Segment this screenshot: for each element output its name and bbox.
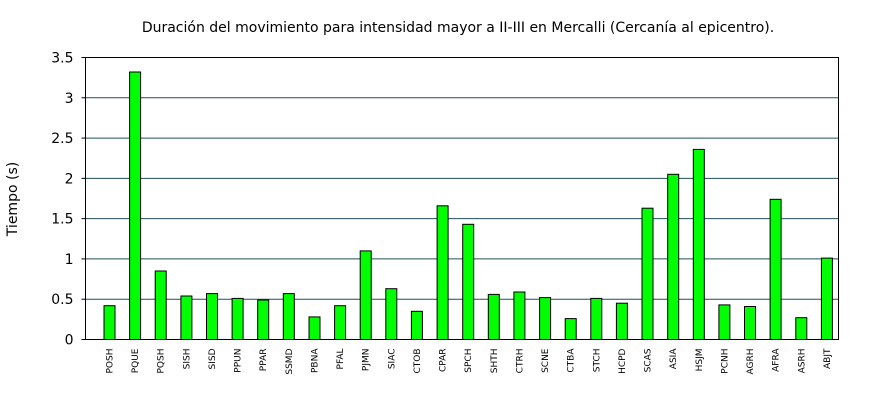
x-tick-label: HCPD (618, 348, 628, 373)
y-tick-label: 2.5 (51, 131, 73, 147)
y-axis-label: Tiempo (s) (5, 162, 21, 237)
bar-abjt (820, 257, 833, 341)
bar-pqsh (154, 270, 167, 340)
bar-ppar (257, 299, 270, 340)
x-tick-label: SHTH (490, 349, 500, 374)
x-tick-label: PBNA (311, 348, 321, 373)
x-tick-label: ASRH (797, 349, 807, 374)
chart-title: Duración del movimiento para intensidad … (142, 20, 774, 36)
bar-shth (487, 293, 500, 340)
x-tick-labels: POSH PQUE PQSH SISH SISD PPUN PPAR SSMD PBNA PFAL… (106, 348, 833, 375)
bar-ctob (410, 310, 423, 340)
x-tick-label: HSJM (695, 349, 705, 372)
bar-asia (667, 173, 680, 340)
bar-ssmd (282, 293, 295, 341)
plot-frame (85, 57, 839, 340)
x-tick-label: CTBA (567, 348, 577, 373)
x-tick-label: SISH (182, 349, 192, 370)
x-tick-label: PPAR (259, 349, 269, 372)
bar-hsjm (692, 148, 705, 340)
bar-spch (462, 223, 475, 340)
x-tick-label: ABJT (823, 348, 833, 369)
bar-asrh (795, 317, 808, 341)
x-tick-label: PPUN (234, 349, 244, 373)
y-tick-label: 1 (65, 252, 74, 268)
bars (103, 71, 833, 341)
bar-pjmn (359, 250, 372, 340)
bar-agrh (744, 306, 756, 340)
x-tick-label: SPCH (464, 349, 474, 373)
x-tick-label: CPAR (439, 349, 449, 373)
x-tick-label: AGRH (746, 349, 756, 375)
x-tick-label: PFAL (336, 349, 346, 370)
bar-pbna (308, 316, 321, 340)
bar-sisd (206, 293, 218, 341)
bar-ppun (231, 297, 244, 340)
x-tick-label: SCNE (541, 348, 551, 373)
bar-posh (103, 305, 116, 341)
x-tick-label: AFRA (772, 348, 782, 372)
bar-pfal (334, 305, 347, 341)
y-tick-label: 2 (65, 171, 74, 187)
grid-lines (85, 97, 839, 300)
x-tick-label: STCH (592, 349, 602, 373)
x-tick-label: SIAC (387, 349, 397, 370)
y-tick-label: 0.5 (51, 292, 73, 308)
x-tick-label: PCNH (720, 349, 730, 374)
bar-pque (129, 71, 142, 340)
x-tick-label: SCAS (644, 348, 654, 372)
bar-ctrh (513, 291, 526, 340)
bar-hcpd (615, 302, 628, 341)
y-tick-label: 0 (65, 333, 74, 349)
x-tick-label: ASIA (669, 348, 679, 370)
y-tick-label: 3.5 (51, 51, 73, 67)
x-tick-label: CTRH (515, 349, 525, 374)
bar-ctba (564, 318, 577, 341)
y-tick-label: 1.5 (51, 212, 73, 228)
bar-scne (539, 297, 552, 341)
y-tick-labels: 0 0.5 1 1.5 2 2.5 3 3.5 (51, 51, 86, 349)
bar-pcnh (718, 304, 731, 340)
bar-siac (385, 288, 398, 341)
bar-stch (590, 297, 603, 340)
y-tick-label: 3 (65, 91, 74, 107)
bar-cpar (436, 205, 449, 340)
bar-scas (641, 207, 654, 340)
x-tick-label: PJMN (362, 349, 372, 372)
bar-afra (769, 198, 782, 340)
x-tick-label: SSMD (285, 348, 295, 374)
bar-sish (180, 295, 193, 340)
x-tick-label: CTOB (413, 349, 423, 374)
x-tick-label: PQUE (131, 348, 141, 373)
x-tick-label: SISD (208, 348, 218, 369)
x-tick-label: PQSH (157, 349, 167, 374)
x-tick-label: POSH (106, 349, 116, 374)
